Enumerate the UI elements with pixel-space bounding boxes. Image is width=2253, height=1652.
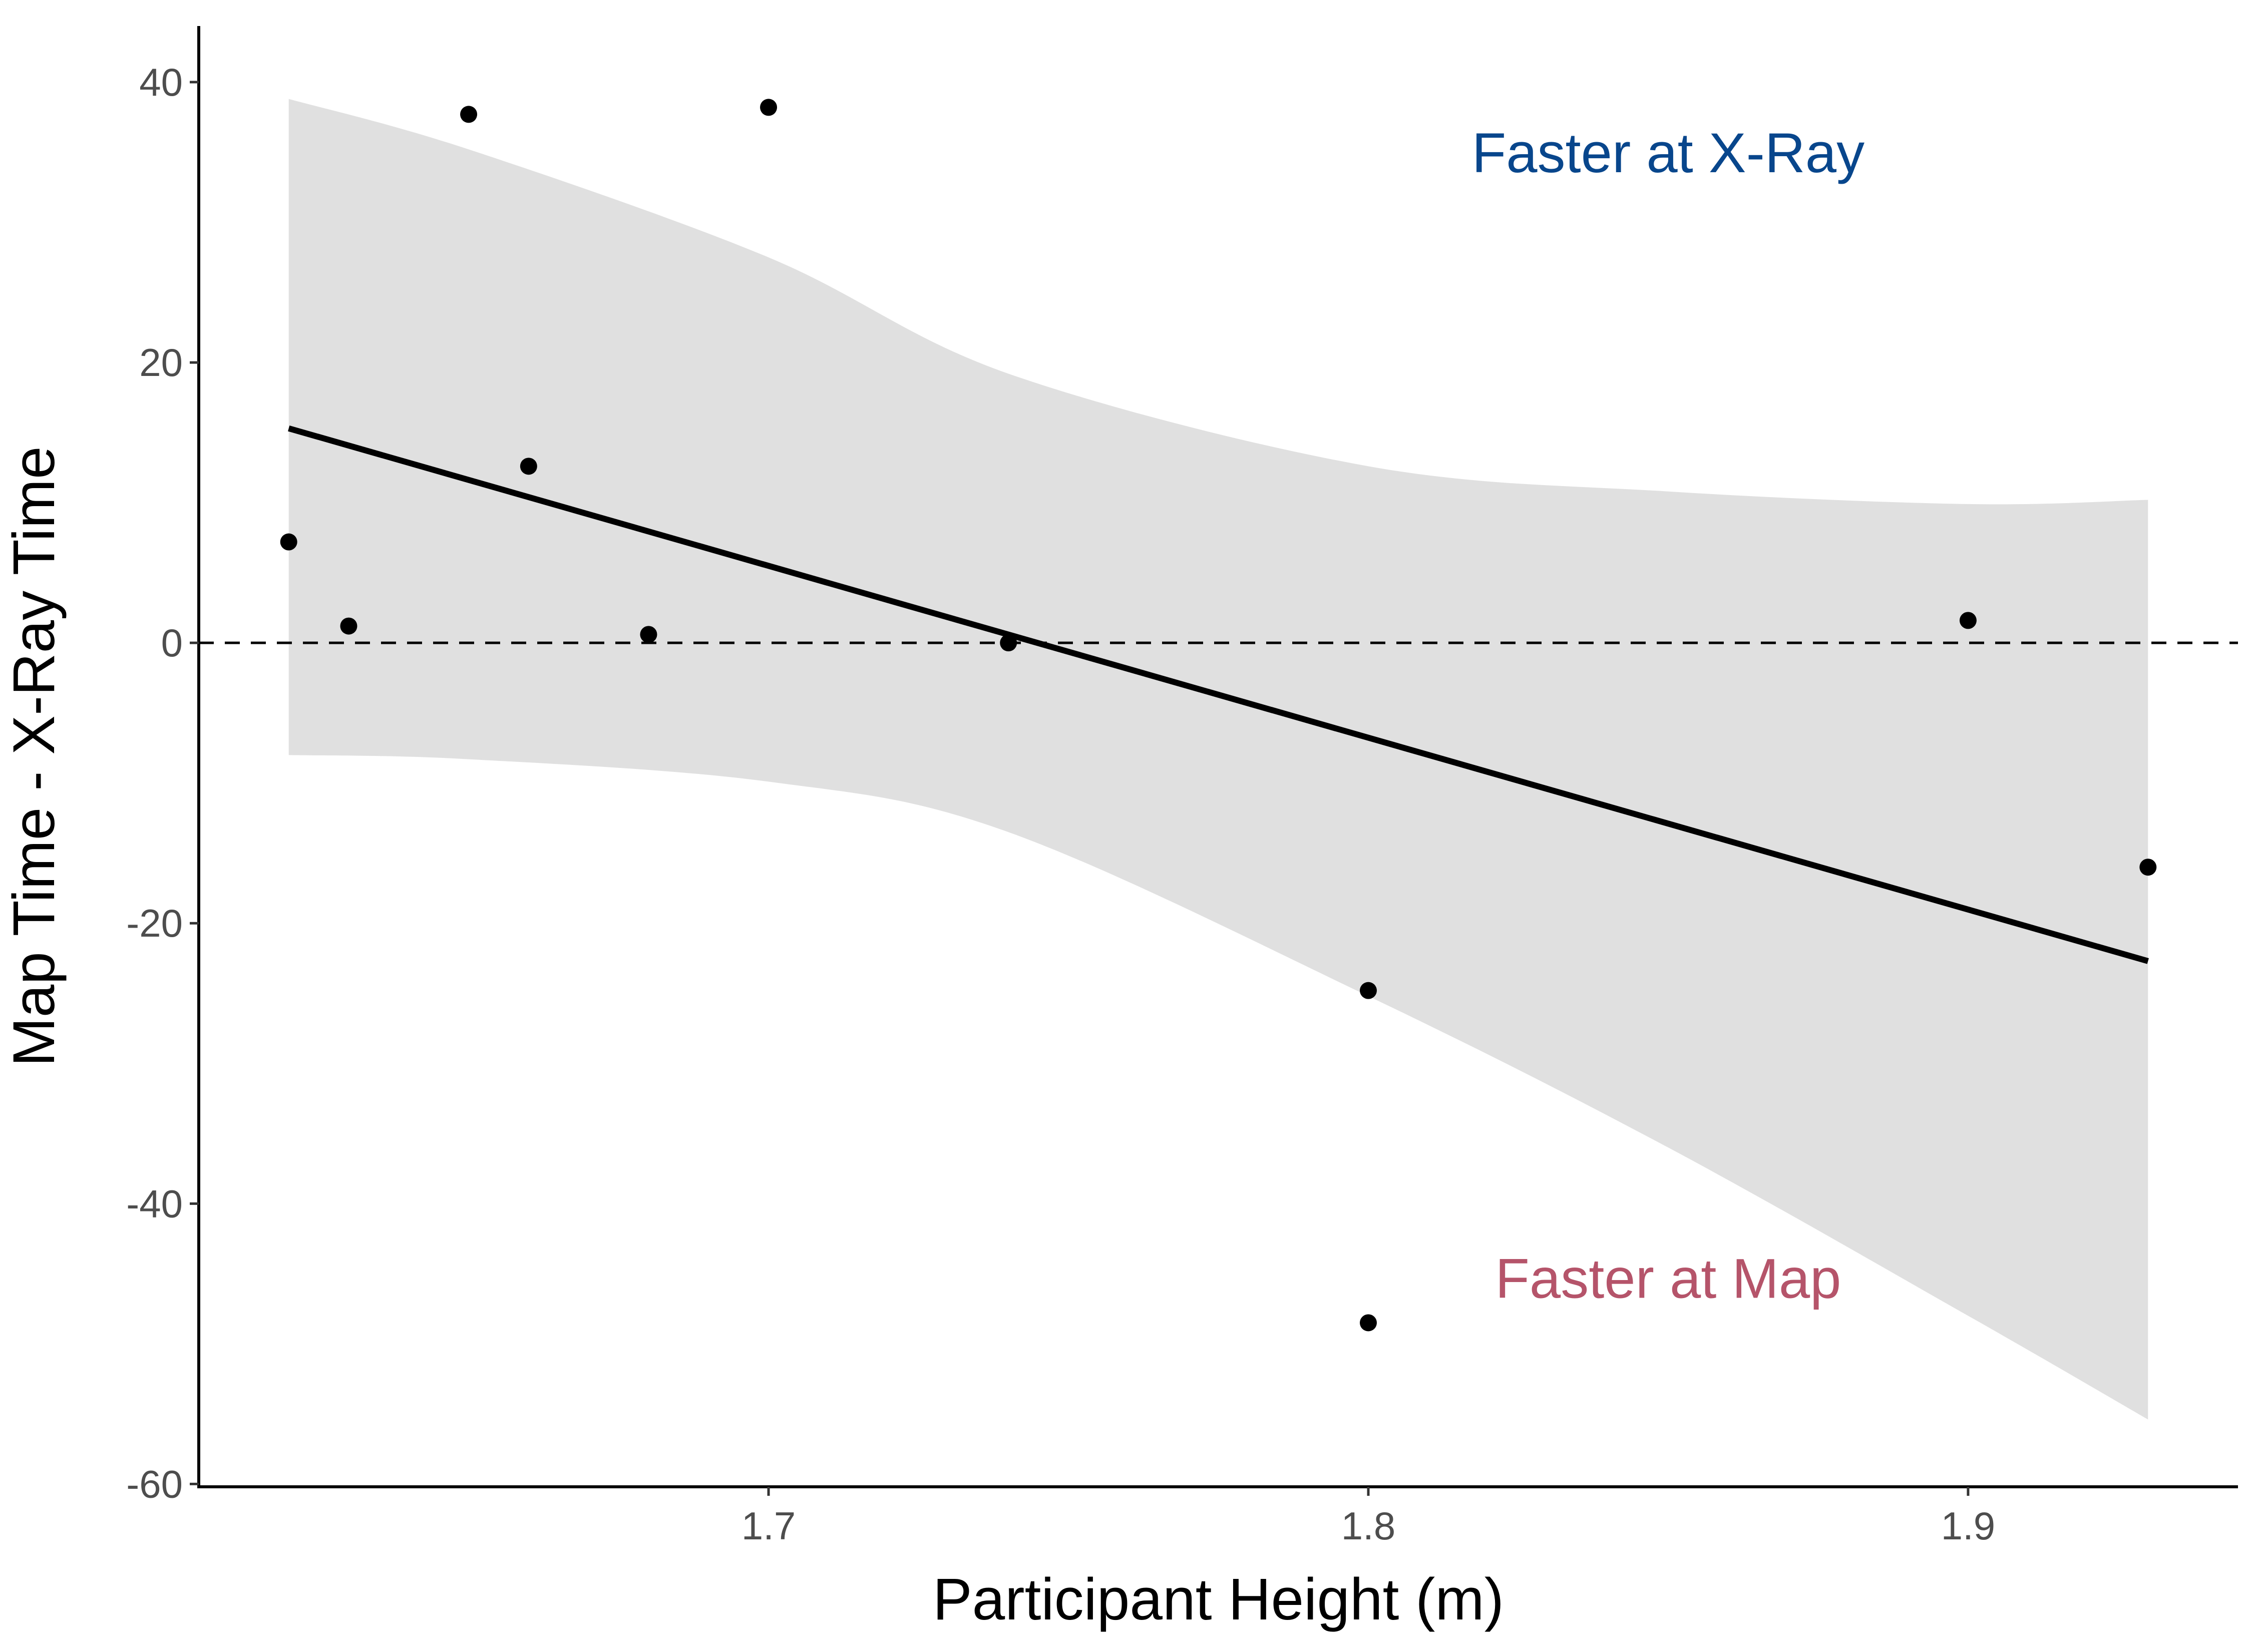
regression-line-layer bbox=[288, 425, 2149, 964]
data-point bbox=[2139, 859, 2157, 876]
axes: -60 -40 -20 0 20 40 1.7 1.8 1.9 bbox=[126, 26, 2238, 1548]
confidence-band-layer bbox=[288, 99, 2148, 1420]
annotations: Faster at X-Ray Faster at Map bbox=[1472, 122, 1864, 1310]
regression-line bbox=[288, 425, 2149, 964]
data-point bbox=[1359, 1314, 1377, 1332]
y-tick-label: -60 bbox=[126, 1462, 183, 1506]
x-axis-title: Participant Height (m) bbox=[933, 1566, 1504, 1632]
y-tick-label: -20 bbox=[126, 901, 183, 945]
x-tick-label: 1.9 bbox=[1941, 1504, 1995, 1548]
data-points-layer bbox=[280, 99, 2157, 1332]
data-point bbox=[460, 106, 478, 123]
faster-at-map-label: Faster at Map bbox=[1495, 1248, 1841, 1310]
confidence-band bbox=[288, 99, 2148, 1420]
data-point bbox=[280, 533, 297, 551]
data-point bbox=[1959, 612, 1977, 629]
y-tick-label: 20 bbox=[139, 340, 183, 384]
data-point bbox=[340, 617, 357, 635]
data-point bbox=[520, 458, 537, 475]
data-point bbox=[640, 626, 657, 643]
x-tick-label: 1.8 bbox=[1341, 1504, 1395, 1548]
data-point bbox=[1359, 982, 1377, 999]
faster-at-xray-label: Faster at X-Ray bbox=[1472, 122, 1864, 184]
y-tick-label: -40 bbox=[126, 1181, 183, 1225]
y-tick-label: 0 bbox=[161, 621, 183, 665]
y-tick-label: 40 bbox=[139, 60, 183, 104]
x-tick-label: 1.7 bbox=[741, 1504, 796, 1548]
data-point bbox=[760, 99, 778, 116]
y-axis-title: Map Time - X-Ray Time bbox=[1, 446, 67, 1066]
data-point bbox=[1000, 634, 1017, 652]
